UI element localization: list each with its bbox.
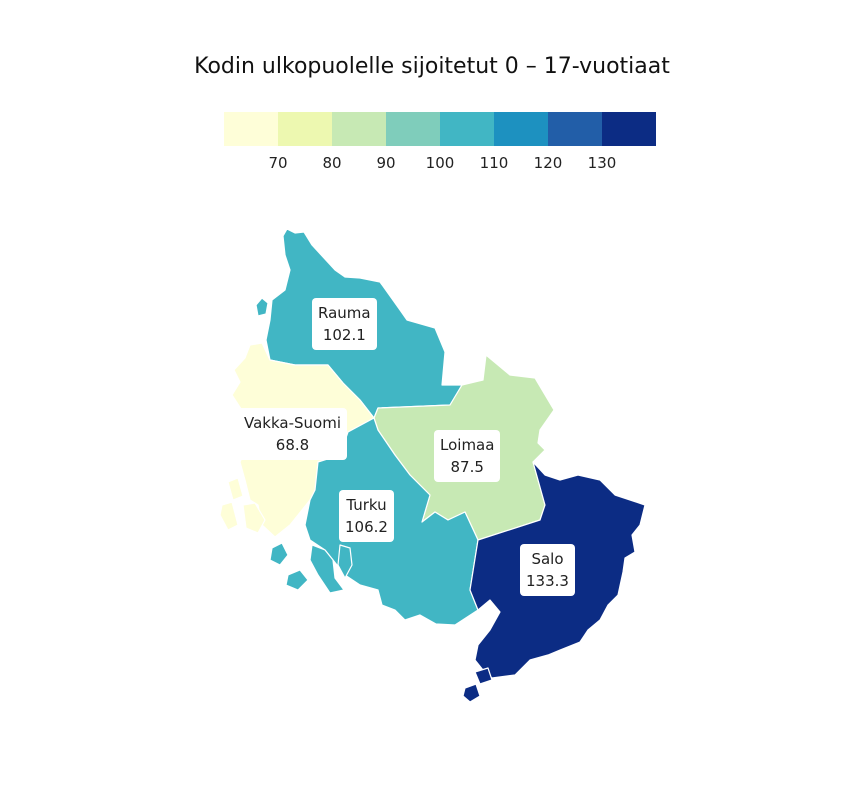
region-name: Turku [346,496,387,514]
legend-swatch [440,112,494,146]
legend-swatch [494,112,548,146]
legend-tick: 100 [425,154,455,172]
region-label: Salo 133.3 [520,544,575,596]
region-label: Turku 106.2 [339,490,394,542]
legend-tick: 80 [322,154,342,172]
region-label: Rauma 102.1 [312,298,377,350]
legend-tick: 70 [268,154,288,172]
legend-swatch [602,112,656,146]
legend-swatch [224,112,278,146]
region-value: 87.5 [450,458,484,476]
legend-swatch [386,112,440,146]
region-value: 102.1 [322,326,366,344]
color-legend [224,112,656,146]
region-label: Vakka-Suomi 68.8 [238,408,347,460]
region-name: Loimaa [440,436,495,454]
legend-swatch [548,112,602,146]
map-title: Kodin ulkopuolelle sijoitetut 0 – 17-vuo… [194,54,670,79]
region-name: Vakka-Suomi [244,414,341,432]
legend-tick: 110 [479,154,509,172]
legend-swatch [278,112,332,146]
legend-tick: 130 [587,154,617,172]
region-label: Loimaa 87.5 [434,430,501,482]
region-name: Salo [531,550,564,568]
legend-tick: 120 [533,154,563,172]
legend-swatch [332,112,386,146]
legend-tick: 90 [376,154,396,172]
region-value: 133.3 [526,572,569,590]
region-name: Rauma [318,304,371,322]
region-value: 106.2 [345,518,388,536]
region-value: 68.8 [275,436,310,454]
